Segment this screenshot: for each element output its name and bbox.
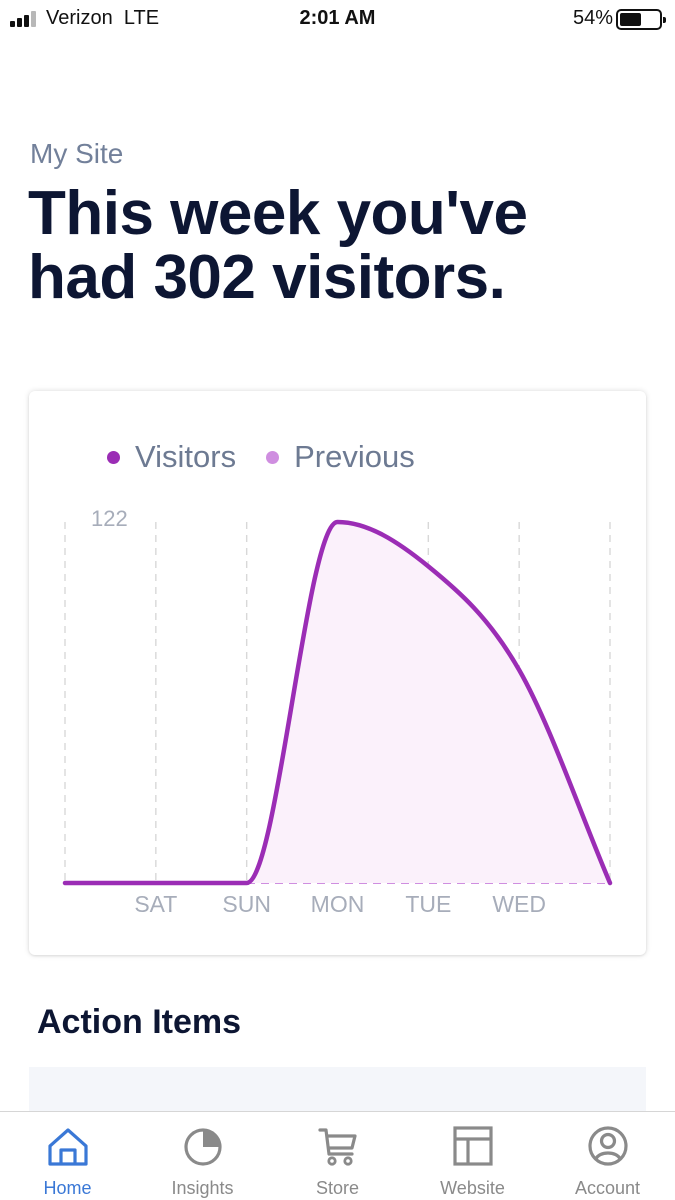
x-tick-sat: SAT [134, 891, 177, 917]
tab-label: Store [315, 1178, 360, 1198]
battery-percent: 54% [572, 7, 613, 29]
tab-label: Website [440, 1178, 505, 1198]
tab-insights[interactable]: Insights [135, 1112, 270, 1200]
home-icon [47, 1128, 88, 1166]
signal-icon [10, 11, 40, 27]
carrier-name: Verizon [46, 7, 113, 29]
tab-bar: Home Insights Store Website Account [0, 1111, 675, 1200]
account-icon [587, 1126, 628, 1166]
battery-fill [620, 13, 641, 26]
y-axis-max-label: 122 [91, 506, 128, 531]
series-visitors-line [62, 519, 613, 886]
chart-legend: Visitors Previous [107, 437, 445, 477]
tab-home[interactable]: Home [0, 1112, 135, 1200]
page-title: This week you've had 302 visitors. [28, 179, 528, 312]
layout-icon [452, 1126, 493, 1166]
site-label: My Site [30, 138, 124, 169]
network-type: LTE [123, 7, 160, 29]
legend-dot-visitors [107, 450, 120, 464]
cart-icon [317, 1128, 357, 1166]
pie-chart-icon [183, 1128, 222, 1166]
battery-icon [616, 9, 666, 30]
x-tick-wed: WED [492, 891, 546, 917]
legend-item-visitors[interactable]: Visitors [107, 439, 236, 475]
clock: 2:01 AM [299, 7, 376, 29]
carrier-label: Verizon LTE [46, 7, 159, 30]
series-visitors-area [65, 522, 610, 883]
tab-label: Insights [171, 1178, 234, 1198]
tab-website[interactable]: Website [405, 1112, 540, 1200]
x-tick-mon: MON [311, 891, 365, 917]
legend-item-previous[interactable]: Previous [266, 439, 415, 475]
legend-label: Visitors [135, 439, 237, 474]
visitors-chart-card: Visitors Previous 122 SAT SUN MON TUE WED [29, 391, 646, 955]
tab-account[interactable]: Account [540, 1112, 675, 1200]
x-tick-sun: SUN [222, 891, 271, 917]
legend-label: Previous [294, 439, 415, 474]
tab-label: Account [574, 1178, 641, 1198]
action-items-title: Action Items [37, 1003, 242, 1041]
status-bar: Verizon LTE 2:01 AM 54% [0, 0, 675, 40]
tab-label: Home [43, 1178, 92, 1198]
visitors-area-chart: 122 SAT SUN MON TUE WED [62, 506, 613, 917]
x-tick-tue: TUE [405, 891, 451, 917]
tab-store[interactable]: Store [270, 1112, 405, 1200]
legend-dot-previous [266, 450, 280, 464]
